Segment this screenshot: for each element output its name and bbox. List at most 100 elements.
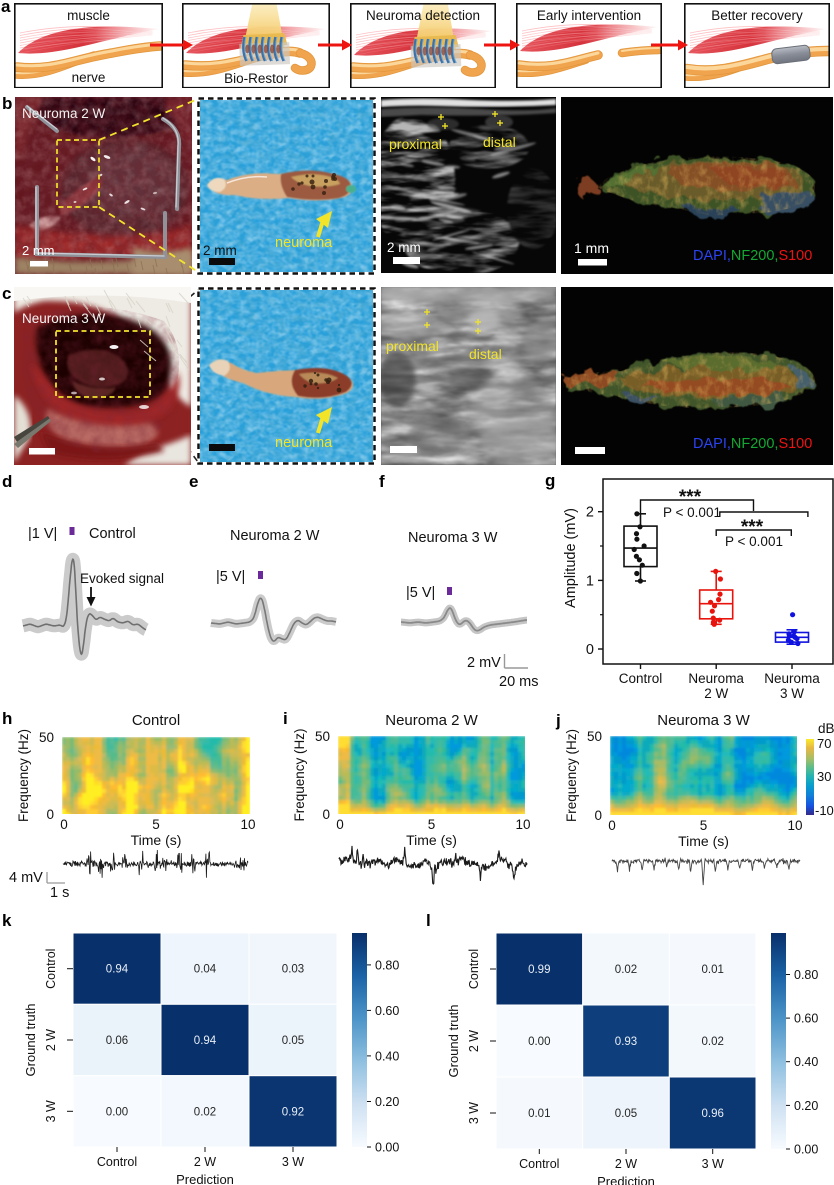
svg-text:Amplitude (mV): Amplitude (mV) [563, 508, 579, 608]
svg-text:0: 0 [336, 817, 344, 832]
svg-text:3 W: 3 W [282, 1155, 304, 1169]
svg-text:2: 2 [586, 505, 594, 521]
svg-text:0.00: 0.00 [528, 1036, 550, 1048]
svg-text:Neuroma 2 W: Neuroma 2 W [22, 106, 106, 121]
svg-text:0: 0 [46, 807, 54, 822]
svg-text:0.60: 0.60 [794, 1012, 818, 1026]
svg-text:Neuroma 3 W: Neuroma 3 W [408, 530, 498, 546]
svg-text:0.60: 0.60 [375, 1004, 399, 1018]
svg-text:P < 0.001: P < 0.001 [725, 534, 783, 549]
svg-text:Early intervention: Early intervention [537, 8, 641, 23]
svg-text:Neuroma: Neuroma [688, 671, 744, 686]
svg-text:70: 70 [817, 736, 831, 751]
svg-text:Neuroma detection: Neuroma detection [365, 8, 479, 23]
svg-text:Neuroma 3 W: Neuroma 3 W [22, 311, 106, 326]
svg-text:10: 10 [240, 817, 255, 832]
svg-text:0.00: 0.00 [106, 1106, 128, 1118]
svg-text:Neuroma 3 W: Neuroma 3 W [657, 712, 750, 729]
svg-text:Control: Control [89, 526, 136, 542]
svg-text:Prediction: Prediction [597, 1174, 655, 1185]
svg-text:3 W: 3 W [702, 1157, 724, 1171]
svg-text:1 mm: 1 mm [574, 240, 609, 256]
svg-text:10: 10 [515, 817, 530, 832]
svg-text:0.00: 0.00 [794, 1143, 818, 1157]
svg-text:30: 30 [817, 769, 831, 784]
svg-text:proximal: proximal [389, 136, 442, 152]
svg-text:Ground truth: Ground truth [446, 1005, 461, 1078]
svg-text:2 mV: 2 mV [467, 655, 501, 671]
svg-text:10: 10 [787, 818, 802, 833]
svg-text:0.02: 0.02 [702, 1036, 724, 1048]
svg-text:|1 V|: |1 V| [28, 526, 57, 542]
svg-text:3 W: 3 W [44, 1100, 58, 1122]
svg-text:0.01: 0.01 [528, 1108, 550, 1120]
svg-text:***: *** [679, 487, 702, 508]
svg-text:Time (s): Time (s) [678, 833, 729, 849]
svg-text:3 W: 3 W [780, 686, 804, 701]
svg-text:50: 50 [315, 729, 330, 744]
svg-text:5: 5 [700, 818, 708, 833]
svg-text:5: 5 [428, 817, 436, 832]
svg-text:1 s: 1 s [50, 885, 69, 901]
svg-text:0.94: 0.94 [106, 964, 129, 976]
svg-text:0.96: 0.96 [702, 1108, 724, 1120]
svg-text:Control: Control [519, 1157, 559, 1171]
svg-text:Time (s): Time (s) [131, 832, 182, 848]
svg-text:0: 0 [586, 642, 594, 658]
svg-text:distal: distal [469, 346, 502, 362]
svg-text:nerve: nerve [72, 70, 106, 85]
svg-text:0.80: 0.80 [794, 968, 818, 982]
svg-text:2 mm: 2 mm [203, 243, 237, 258]
svg-text:0.92: 0.92 [282, 1106, 304, 1118]
svg-text:2 W: 2 W [44, 1029, 58, 1051]
svg-text:4 mV: 4 mV [9, 870, 43, 886]
svg-text:Frequency (Hz): Frequency (Hz) [564, 729, 579, 822]
svg-text:Better recovery: Better recovery [711, 8, 803, 23]
svg-text:0.20: 0.20 [794, 1099, 818, 1113]
svg-text:P < 0.001: P < 0.001 [663, 505, 721, 520]
svg-text:Time (s): Time (s) [406, 832, 457, 848]
svg-text:***: *** [741, 517, 764, 538]
svg-text:Control: Control [44, 949, 58, 989]
svg-text:0.06: 0.06 [106, 1035, 128, 1047]
svg-text:5: 5 [152, 817, 160, 832]
svg-text:2 mm: 2 mm [22, 243, 55, 258]
svg-text:proximal: proximal [386, 338, 439, 354]
svg-text:0.05: 0.05 [615, 1108, 637, 1120]
svg-text:Control: Control [467, 949, 481, 989]
svg-text:Bio-Restor: Bio-Restor [224, 71, 288, 86]
svg-text:0.99: 0.99 [528, 964, 550, 976]
svg-text:2 W: 2 W [467, 1030, 481, 1052]
svg-text:0: 0 [60, 817, 68, 832]
svg-text:Control: Control [132, 712, 180, 729]
svg-text:DAPI,NF200,S100: DAPI,NF200,S100 [693, 248, 812, 264]
svg-text:Neuroma 2 W: Neuroma 2 W [230, 528, 320, 544]
svg-text:Evoked signal: Evoked signal [80, 571, 164, 586]
svg-text:0: 0 [608, 818, 616, 833]
svg-text:0.00: 0.00 [375, 1141, 399, 1155]
svg-text:muscle: muscle [67, 8, 110, 23]
svg-text:Control: Control [97, 1155, 137, 1169]
svg-text:0.94: 0.94 [194, 1035, 217, 1047]
svg-text:0.03: 0.03 [282, 964, 304, 976]
svg-text:0: 0 [322, 807, 330, 822]
svg-text:|5 V|: |5 V| [216, 569, 245, 585]
svg-text:0.40: 0.40 [794, 1055, 818, 1069]
svg-text:0.80: 0.80 [375, 958, 399, 972]
svg-text:Prediction: Prediction [176, 1172, 234, 1185]
svg-text:0.40: 0.40 [375, 1049, 399, 1063]
svg-text:2 W: 2 W [704, 686, 728, 701]
svg-text:Frequency (Hz): Frequency (Hz) [292, 728, 307, 821]
svg-text:neuroma: neuroma [275, 235, 333, 251]
svg-text:Neuroma 2 W: Neuroma 2 W [385, 712, 478, 729]
svg-text:1: 1 [586, 573, 594, 589]
svg-text:0.02: 0.02 [615, 964, 637, 976]
svg-text:-10: -10 [815, 803, 834, 818]
svg-text:0.04: 0.04 [194, 964, 217, 976]
svg-text:2 W: 2 W [615, 1157, 637, 1171]
svg-text:0.05: 0.05 [282, 1035, 304, 1047]
svg-text:Ground truth: Ground truth [23, 1004, 38, 1077]
svg-text:Neuroma: Neuroma [764, 671, 820, 686]
svg-text:neuroma: neuroma [275, 435, 333, 451]
svg-text:20 ms: 20 ms [499, 674, 539, 690]
